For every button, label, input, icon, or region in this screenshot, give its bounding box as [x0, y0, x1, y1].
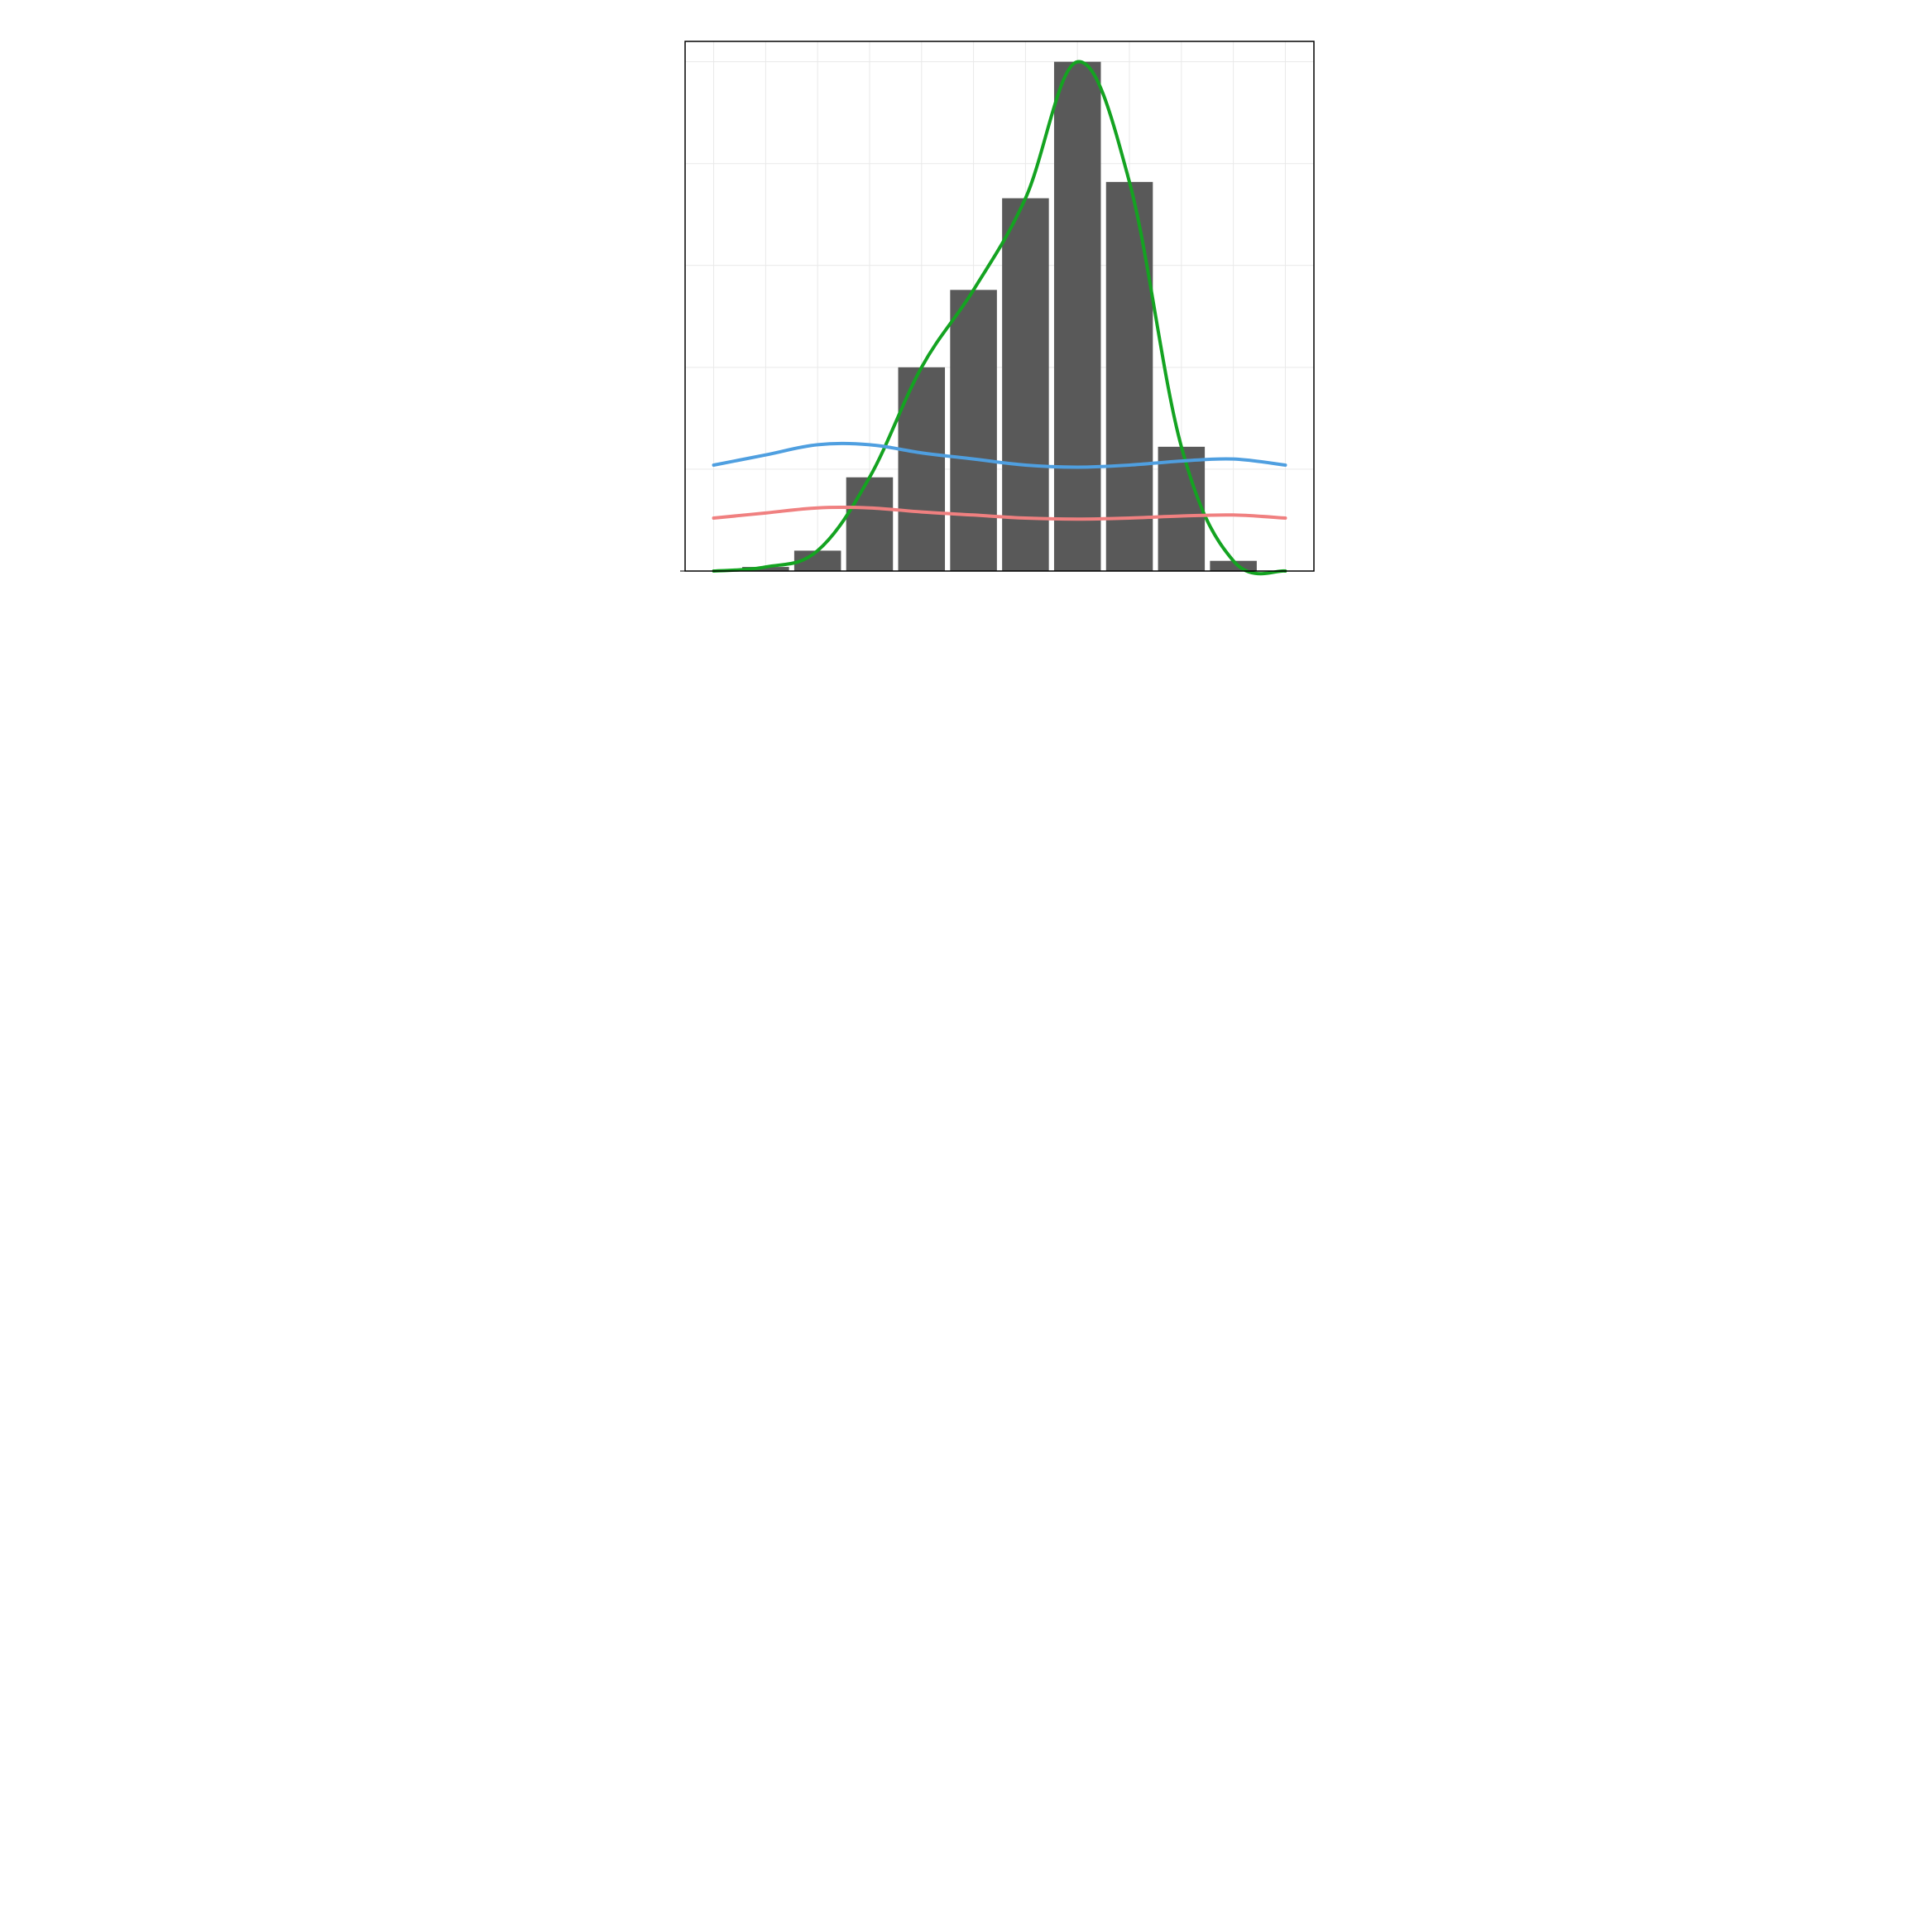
climate-chart [594, 17, 1339, 761]
bar [1105, 182, 1153, 571]
chart-svg [594, 17, 1339, 761]
bar [1053, 62, 1100, 571]
bar [1158, 447, 1205, 571]
bar [1002, 199, 1049, 571]
bar [846, 478, 893, 571]
bar [950, 290, 997, 571]
